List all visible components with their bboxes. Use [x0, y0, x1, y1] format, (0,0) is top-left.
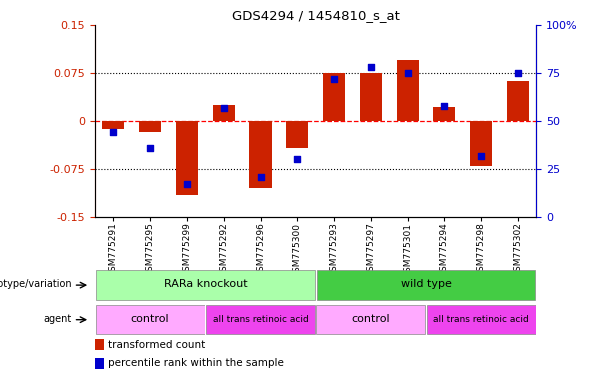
Point: [182, 181, 192, 187]
Text: control: control: [131, 314, 170, 324]
Point: [109, 129, 118, 136]
Bar: [249, 121, 272, 188]
Bar: [323, 73, 345, 121]
FancyBboxPatch shape: [316, 305, 425, 334]
Bar: [397, 60, 419, 121]
Bar: [95, 358, 104, 369]
Text: RARa knockout: RARa knockout: [164, 280, 247, 290]
Bar: [95, 339, 104, 350]
Point: [366, 64, 376, 70]
Bar: [176, 121, 198, 195]
Bar: [213, 105, 235, 121]
FancyBboxPatch shape: [427, 305, 536, 334]
Point: [256, 174, 265, 180]
Bar: [507, 81, 529, 121]
FancyBboxPatch shape: [317, 270, 535, 300]
Point: [145, 145, 155, 151]
Bar: [470, 121, 492, 166]
Text: percentile rank within the sample: percentile rank within the sample: [108, 358, 284, 368]
Point: [219, 104, 229, 111]
Point: [403, 70, 413, 76]
Text: all trans retinoic acid: all trans retinoic acid: [213, 314, 308, 324]
Point: [440, 103, 449, 109]
Point: [329, 76, 339, 82]
Title: GDS4294 / 1454810_s_at: GDS4294 / 1454810_s_at: [232, 9, 400, 22]
FancyBboxPatch shape: [96, 305, 205, 334]
Point: [513, 70, 523, 76]
Bar: [102, 121, 124, 129]
Bar: [139, 121, 161, 132]
FancyBboxPatch shape: [96, 270, 314, 300]
Bar: [286, 121, 308, 148]
Text: agent: agent: [44, 314, 72, 324]
Text: wild type: wild type: [401, 280, 451, 290]
Text: control: control: [351, 314, 390, 324]
Bar: [360, 73, 382, 121]
FancyBboxPatch shape: [206, 305, 315, 334]
Text: all trans retinoic acid: all trans retinoic acid: [433, 314, 529, 324]
Bar: [433, 107, 455, 121]
Text: genotype/variation: genotype/variation: [0, 280, 72, 290]
Point: [292, 156, 302, 162]
Text: transformed count: transformed count: [108, 340, 205, 350]
Point: [476, 152, 486, 159]
